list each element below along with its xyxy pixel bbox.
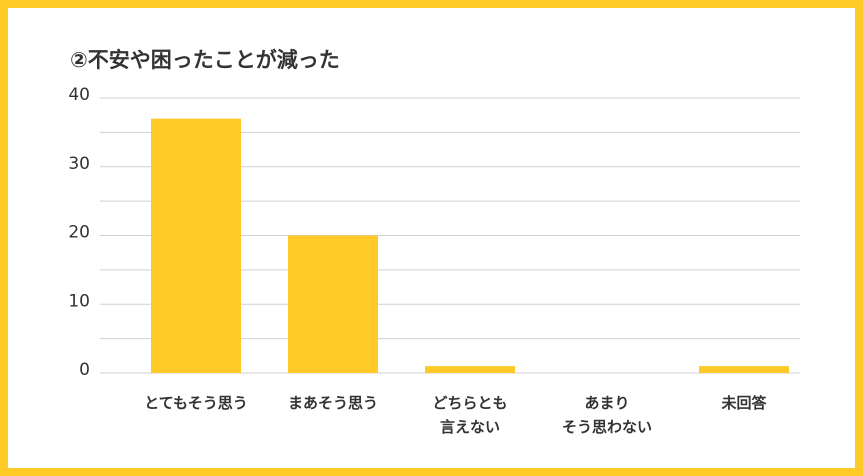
y-tick-label: 40 xyxy=(68,85,90,105)
bar xyxy=(151,118,241,373)
bar xyxy=(699,366,789,373)
bar xyxy=(425,366,515,373)
chart-title: ②不安や困ったことが減った xyxy=(70,48,340,72)
x-tick-label: 未回答 xyxy=(721,394,767,412)
x-tick-label: あまり そう思わない xyxy=(561,394,652,436)
y-tick-label: 0 xyxy=(79,360,90,380)
y-tick-label: 30 xyxy=(68,154,90,174)
bar xyxy=(288,235,378,373)
x-tick-label: どちらとも 言えない xyxy=(432,394,508,436)
y-tick-label: 10 xyxy=(68,291,90,311)
x-tick-label: とてもそう思う xyxy=(144,394,248,412)
x-tick-label: まあそう思う xyxy=(287,394,378,412)
y-tick-label: 20 xyxy=(68,223,90,243)
